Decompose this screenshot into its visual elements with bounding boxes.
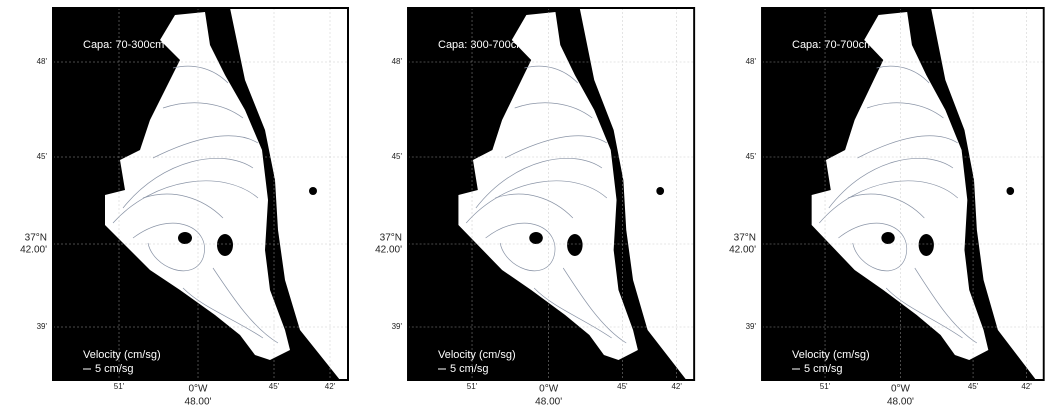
y-tick-label: 45'	[392, 152, 403, 161]
island	[656, 187, 664, 195]
figure: Capa: 70-300cm Velocity (cm/sg) 5 cm/sg 48'…	[0, 0, 1048, 414]
island	[1006, 187, 1014, 195]
island	[881, 232, 894, 244]
layer-label: Capa: 300-700cm	[438, 39, 525, 51]
y-tick-label: 48'	[392, 57, 403, 66]
legend-title: Velocity (cm/sg)	[83, 349, 161, 361]
y-tick-label: 45'	[746, 152, 757, 161]
legend-scale: 5 cm/sg	[450, 363, 489, 375]
x-tick-label: 45'	[968, 382, 979, 391]
y-tick-label: 42.00'	[729, 245, 756, 256]
x-tick-label: 0°W	[891, 384, 911, 395]
y-tick-label: 42.00'	[20, 245, 47, 256]
y-tick-label: 45'	[37, 152, 48, 161]
y-tick-label: 37°N	[380, 233, 402, 244]
legend-scale: 5 cm/sg	[804, 363, 843, 375]
x-tick-label: 42'	[1021, 382, 1032, 391]
y-tick-label: 39'	[746, 322, 757, 331]
y-tick-label: 42.00'	[375, 245, 402, 256]
island	[217, 234, 233, 256]
x-tick-label: 51'	[467, 382, 478, 391]
map	[762, 8, 1044, 380]
island	[567, 234, 583, 256]
x-tick-label: 0°W	[189, 384, 209, 395]
map-panel: Capa: 300-700cm Velocity (cm/sg) 5 cm/sg 48…	[375, 8, 694, 408]
legend-title: Velocity (cm/sg)	[438, 349, 516, 361]
x-tick-label: 0°W	[539, 384, 559, 395]
x-tick-label: 48.00'	[887, 397, 914, 408]
y-tick-label: 37°N	[25, 233, 47, 244]
x-tick-label: 48.00'	[535, 397, 562, 408]
map	[408, 8, 694, 380]
y-tick-label: 39'	[37, 322, 48, 331]
x-tick-label: 51'	[820, 382, 831, 391]
map-panel: Capa: 70-300cm Velocity (cm/sg) 5 cm/sg 48'…	[20, 8, 348, 408]
x-tick-label: 48.00'	[185, 397, 212, 408]
x-tick-label: 45'	[269, 382, 280, 391]
island	[178, 232, 192, 244]
x-tick-label: 42'	[671, 382, 682, 391]
y-tick-label: 48'	[746, 57, 757, 66]
y-tick-label: 37°N	[734, 233, 756, 244]
x-tick-label: 45'	[617, 382, 628, 391]
island	[529, 232, 543, 244]
layer-label: Capa: 70-700cm	[792, 39, 873, 51]
map	[53, 8, 348, 380]
legend-scale: 5 cm/sg	[95, 363, 134, 375]
x-tick-label: 42'	[325, 382, 336, 391]
island	[309, 187, 317, 195]
map-panel: Capa: 70-700cm Velocity (cm/sg) 5 cm/sg 48'…	[729, 8, 1044, 408]
layer-label: Capa: 70-300cm	[83, 39, 164, 51]
island	[919, 234, 934, 256]
legend-title: Velocity (cm/sg)	[792, 349, 870, 361]
y-tick-label: 48'	[37, 57, 48, 66]
x-tick-label: 51'	[114, 382, 125, 391]
y-tick-label: 39'	[392, 322, 403, 331]
